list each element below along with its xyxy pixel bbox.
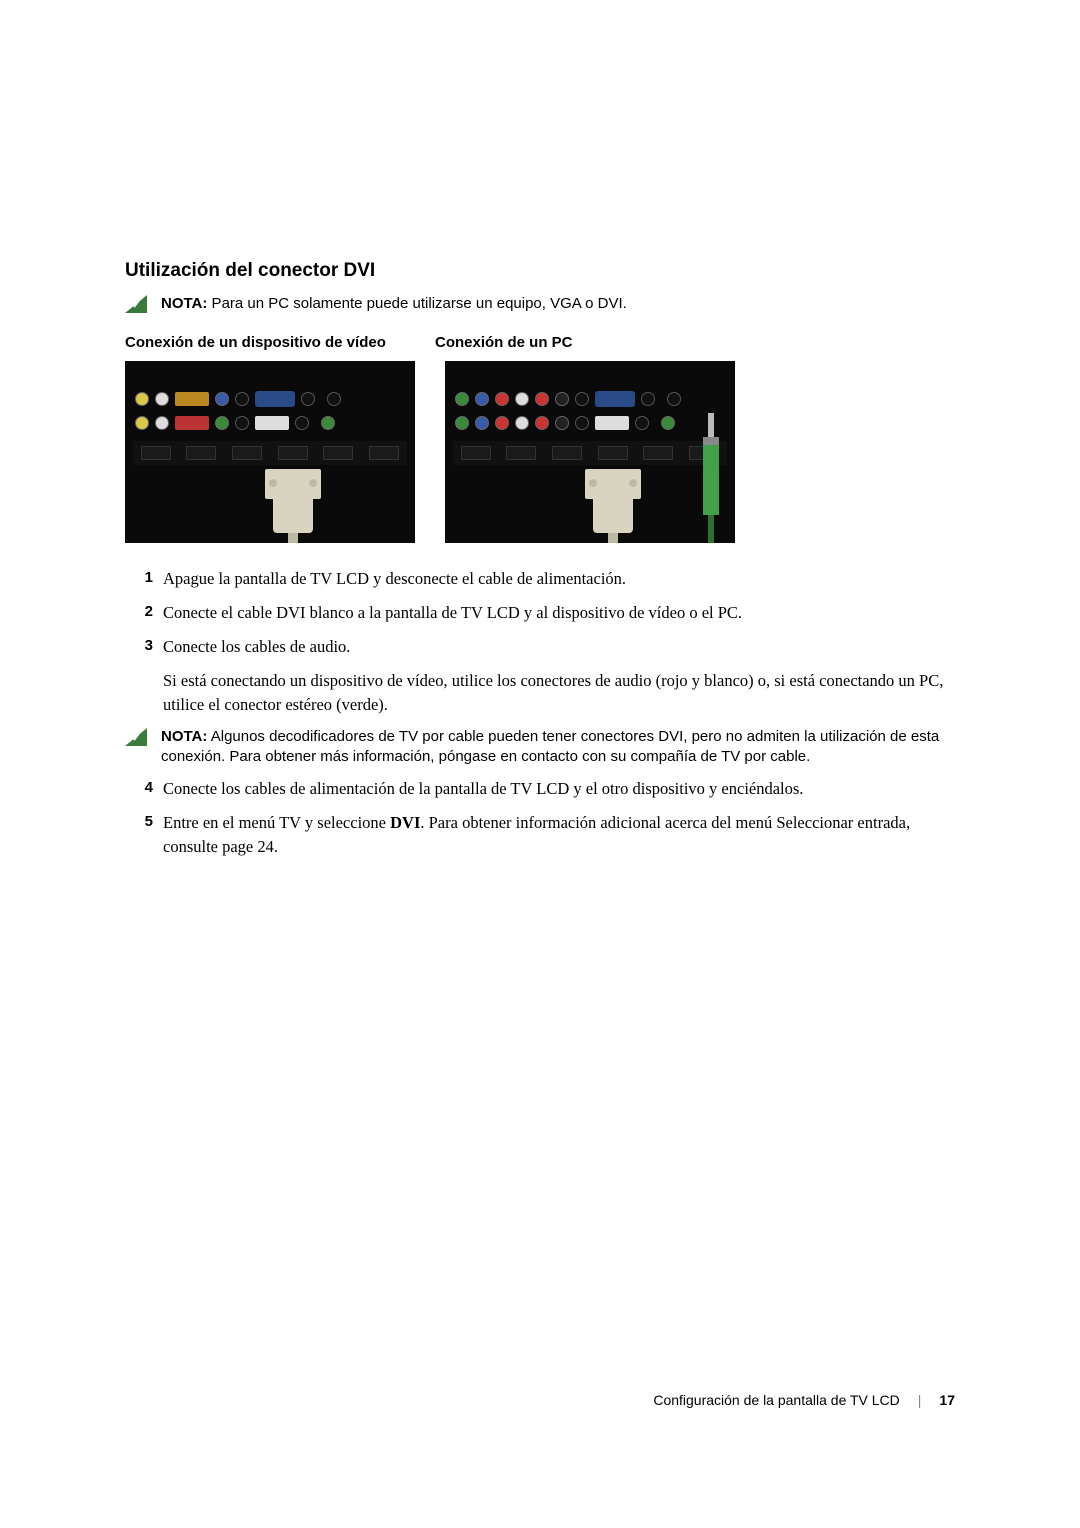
- note-label: NOTA:: [161, 295, 207, 312]
- step-text: Entre en el menú TV y seleccione DVI. Pa…: [163, 811, 955, 859]
- dvi-connector-icon: [265, 469, 321, 543]
- step-number: 4: [125, 777, 163, 801]
- figure-video-device-panel: [125, 361, 415, 543]
- footer-separator: |: [918, 1392, 922, 1408]
- footer-page-number: 17: [939, 1392, 955, 1408]
- subheading-row: Conexión de un dispositivo de vídeo Cone…: [125, 334, 955, 351]
- note-block: NOTA: Algunos decodificadores de TV por …: [125, 727, 955, 768]
- audio-jack-icon: [703, 413, 719, 543]
- note-text: NOTA: Algunos decodificadores de TV por …: [161, 727, 955, 768]
- step-text: Conecte los cables de audio. Si está con…: [163, 635, 955, 717]
- step-text-bold: DVI: [390, 813, 420, 832]
- subhead-video-device: Conexión de un dispositivo de vídeo: [125, 334, 435, 351]
- steps-list: 1 Apague la pantalla de TV LCD y descone…: [125, 567, 955, 717]
- step-text: Apague la pantalla de TV LCD y desconect…: [163, 567, 955, 591]
- step-text-pre: Entre en el menú TV y seleccione: [163, 813, 390, 832]
- page-footer: Configuración de la pantalla de TV LCD |…: [653, 1392, 955, 1408]
- step-item: 2 Conecte el cable DVI blanco a la panta…: [125, 601, 955, 625]
- section-title: Utilización del conector DVI: [125, 260, 955, 282]
- steps-list-cont: 4 Conecte los cables de alimentación de …: [125, 777, 955, 859]
- note-body: Para un PC solamente puede utilizarse un…: [207, 295, 626, 312]
- note-icon: [125, 295, 147, 313]
- manual-page: Utilización del conector DVI NOTA: Para …: [0, 0, 1080, 1528]
- step-item: 1 Apague la pantalla de TV LCD y descone…: [125, 567, 955, 591]
- step-text: Conecte los cables de alimentación de la…: [163, 777, 955, 801]
- note-text: NOTA: Para un PC solamente puede utiliza…: [161, 294, 627, 314]
- step-number: 3: [125, 635, 163, 717]
- step-item: 3 Conecte los cables de audio. Si está c…: [125, 635, 955, 717]
- figure-pc-panel: [445, 361, 735, 543]
- step-item: 5 Entre en el menú TV y seleccione DVI. …: [125, 811, 955, 859]
- footer-chapter: Configuración de la pantalla de TV LCD: [653, 1392, 899, 1408]
- note-label: NOTA:: [161, 728, 207, 745]
- note-block: NOTA: Para un PC solamente puede utiliza…: [125, 294, 955, 314]
- step-number: 1: [125, 567, 163, 591]
- dvi-connector-icon: [585, 469, 641, 543]
- note-icon: [125, 728, 147, 746]
- subhead-pc: Conexión de un PC: [435, 334, 573, 351]
- step-item: 4 Conecte los cables de alimentación de …: [125, 777, 955, 801]
- step-text-main: Conecte los cables de audio.: [163, 637, 350, 656]
- step-text: Conecte el cable DVI blanco a la pantall…: [163, 601, 955, 625]
- step-number: 5: [125, 811, 163, 859]
- note-body: Algunos decodificadores de TV por cable …: [161, 728, 939, 765]
- step-addendum: Si está conectando un dispositivo de víd…: [163, 669, 955, 717]
- figure-row: [125, 361, 955, 543]
- step-number: 2: [125, 601, 163, 625]
